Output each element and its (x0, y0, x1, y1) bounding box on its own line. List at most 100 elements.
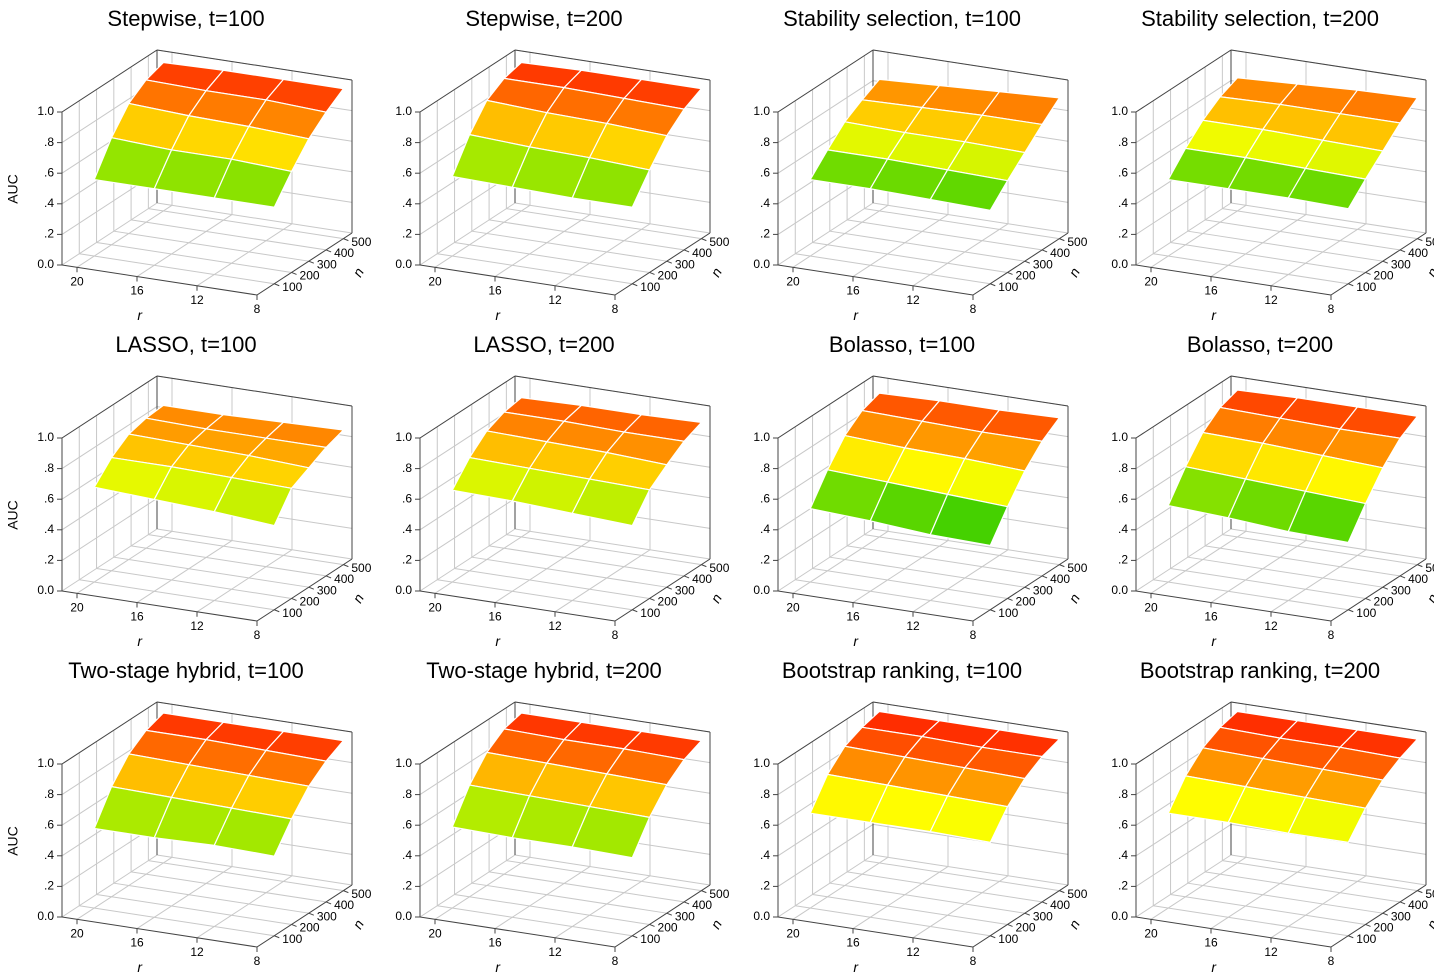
axis-edge (419, 590, 616, 622)
tick-mark (1007, 923, 1013, 927)
x-tick-label: 12 (906, 619, 920, 633)
grid-line (792, 204, 889, 268)
y-tick-label: 500 (709, 561, 729, 575)
grid-line (506, 860, 702, 892)
grid-line (1135, 202, 1232, 266)
axis-edge (972, 884, 1069, 948)
axis-edge (1330, 232, 1427, 296)
x-tick-label: 8 (970, 302, 977, 316)
grid-line (61, 528, 158, 592)
z-tick-label: .4 (1118, 196, 1128, 210)
x-tick-label: 20 (428, 926, 442, 940)
x-axis-label: r (137, 959, 143, 975)
grid-line (1150, 530, 1247, 594)
grid-line (76, 856, 173, 920)
x-tick-label: 16 (488, 610, 502, 624)
grid-line (148, 208, 344, 240)
surface-patch (1287, 490, 1367, 544)
y-tick-label: 200 (658, 269, 678, 283)
grid-line (1210, 214, 1307, 277)
grid-line (1170, 241, 1366, 273)
x-tick-label: 20 (786, 926, 800, 940)
grid-line (792, 856, 889, 920)
grid-line (113, 882, 309, 914)
z-tick-label: 1.0 (753, 430, 770, 444)
surface-patch (1287, 167, 1367, 210)
x-tick-label: 20 (428, 600, 442, 614)
tick-mark (701, 890, 707, 894)
y-tick-label: 300 (675, 583, 695, 597)
axis-edge (1135, 264, 1332, 296)
grid-line (61, 497, 158, 561)
grid-line (792, 530, 889, 594)
z-tick-label: .8 (402, 461, 412, 475)
x-tick-label: 8 (254, 302, 261, 316)
grid-line (494, 540, 591, 603)
x-axis-label: r (853, 307, 859, 323)
x-tick-label: 8 (254, 954, 261, 968)
x-tick-label: 20 (70, 926, 84, 940)
tick-mark (274, 283, 280, 287)
y-tick-label: 100 (1356, 606, 1376, 620)
axis-edge (419, 49, 516, 113)
grid-line (852, 866, 949, 929)
y-tick-label: 200 (1016, 269, 1036, 283)
y-tick-label: 500 (351, 235, 371, 249)
grid-line (61, 406, 158, 470)
z-tick-label: .6 (44, 491, 54, 505)
chart-title: Stability selection, t=100 (783, 6, 1021, 31)
z-tick-label: 0.0 (1111, 257, 1128, 271)
z-tick-label: .8 (402, 135, 412, 149)
y-tick-label: 100 (1356, 280, 1376, 294)
tick-mark (1041, 901, 1048, 905)
y-tick-label: 200 (1016, 595, 1036, 609)
chart-title: Bootstrap ranking, t=100 (782, 658, 1022, 683)
z-tick-label: .4 (402, 848, 412, 862)
y-axis-label: n (707, 591, 725, 606)
grid-line (1205, 545, 1401, 577)
tick-mark (343, 564, 349, 568)
axis-edge (614, 884, 711, 948)
tick-mark (274, 609, 280, 613)
axis-edge (419, 375, 516, 439)
z-tick-label: 0.0 (395, 257, 412, 271)
grid-line (79, 579, 275, 611)
tick-mark (649, 923, 655, 927)
surface-patch (571, 805, 651, 859)
y-tick-label: 400 (334, 898, 354, 912)
axis-edge (777, 590, 974, 622)
y-tick-label: 200 (1374, 921, 1394, 935)
surface-patch (929, 493, 1009, 547)
tick-mark (683, 575, 690, 579)
grid-line (454, 893, 650, 925)
z-tick-label: 0.0 (1111, 909, 1128, 923)
x-tick-label: 8 (1328, 302, 1335, 316)
z-tick-label: .4 (1118, 522, 1128, 536)
y-axis-label: n (1065, 917, 1083, 932)
y-axis-label: n (1423, 265, 1434, 280)
grid-line (864, 208, 1060, 240)
tick-mark (1417, 238, 1423, 242)
axis-edge (777, 264, 974, 296)
grid-line (912, 223, 1009, 287)
grid-line (489, 545, 685, 577)
z-tick-label: 1.0 (37, 430, 54, 444)
grid-line (76, 530, 173, 594)
z-tick-label: 1.0 (1111, 756, 1128, 770)
y-tick-label: 400 (692, 246, 712, 260)
x-axis-label: r (853, 633, 859, 649)
grid-line (419, 497, 516, 561)
x-tick-label: 12 (1264, 293, 1278, 307)
y-tick-label: 400 (1050, 572, 1070, 586)
z-tick-label: .2 (1118, 553, 1128, 567)
x-tick-label: 8 (1328, 954, 1335, 968)
y-tick-label: 200 (1016, 921, 1036, 935)
grid-line (1187, 882, 1383, 914)
x-tick-label: 16 (488, 284, 502, 298)
z-tick-label: .2 (402, 553, 412, 567)
axis-edge (1135, 49, 1232, 113)
z-tick-label: .2 (1118, 879, 1128, 893)
tick-mark (1007, 271, 1013, 275)
tick-mark (1382, 260, 1389, 264)
grid-line (1153, 905, 1349, 937)
